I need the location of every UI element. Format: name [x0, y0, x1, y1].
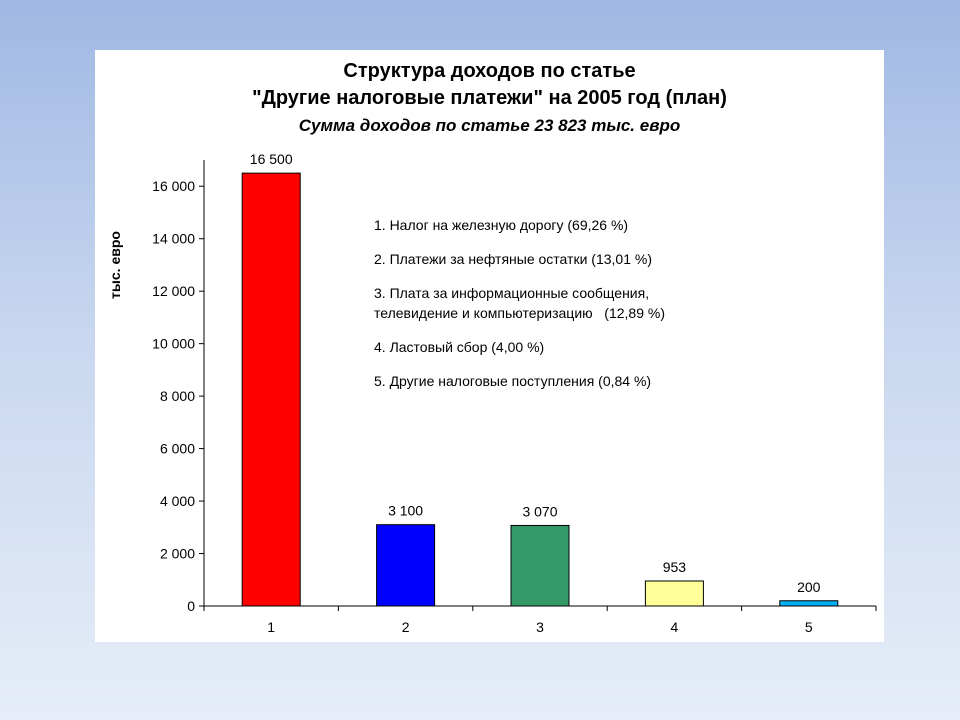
data-label: 3 100 — [388, 503, 423, 519]
y-tick-label: 2 000 — [160, 546, 195, 562]
x-tick-label: 4 — [671, 619, 679, 635]
note-item: 2. Платежи за нефтяные остатки (13,01 %) — [374, 251, 652, 267]
x-tick-label: 5 — [805, 619, 813, 635]
y-tick-label: 12 000 — [152, 283, 195, 299]
data-label: 953 — [663, 559, 687, 575]
chart-subtitle: Сумма доходов по статье 23 823 тыс. евро — [298, 116, 681, 135]
bar-chart: 0 2 000 4 000 6 000 8 000 10 000 12 000 14 000 1… — [152, 151, 877, 635]
notes-list: 1. Налог на железную дорогу (69,26 %) 2.… — [374, 215, 794, 405]
chart-panel: Структура доходов по статье "Другие нало… — [95, 50, 884, 642]
x-tick-label: 2 — [402, 619, 410, 635]
y-tick-label: 0 — [187, 598, 195, 614]
note-item: 1. Налог на железную дорогу (69,26 %) — [374, 217, 629, 233]
note-item: 3. Плата за информационные сообщения, те… — [374, 285, 665, 321]
y-tick-label: 4 000 — [160, 493, 195, 509]
bar — [241, 172, 301, 607]
note-item: 5. Другие налоговые поступления (0,84 %) — [374, 373, 652, 389]
y-tick-label: 6 000 — [160, 441, 195, 457]
x-tick-label: 3 — [536, 619, 544, 635]
bar — [510, 524, 570, 607]
bar — [779, 600, 839, 607]
data-label: 200 — [797, 579, 821, 595]
chart-title: Структура доходов по статье — [343, 60, 636, 82]
y-tick-label: 10 000 — [152, 336, 195, 352]
y-tick-label: 8 000 — [160, 388, 195, 404]
chart-title-line2: "Другие налоговые платежи" на 2005 год (… — [252, 87, 727, 109]
x-tick-label: 1 — [267, 619, 275, 635]
data-label: 16 500 — [250, 151, 293, 167]
bar — [376, 524, 436, 607]
bar — [644, 580, 704, 607]
y-tick-label: 14 000 — [152, 231, 195, 247]
y-tick-label: 16 000 — [152, 178, 195, 194]
data-label: 3 070 — [522, 503, 557, 519]
note-item: 4. Ластовый сбор (4,00 %) — [374, 339, 545, 355]
